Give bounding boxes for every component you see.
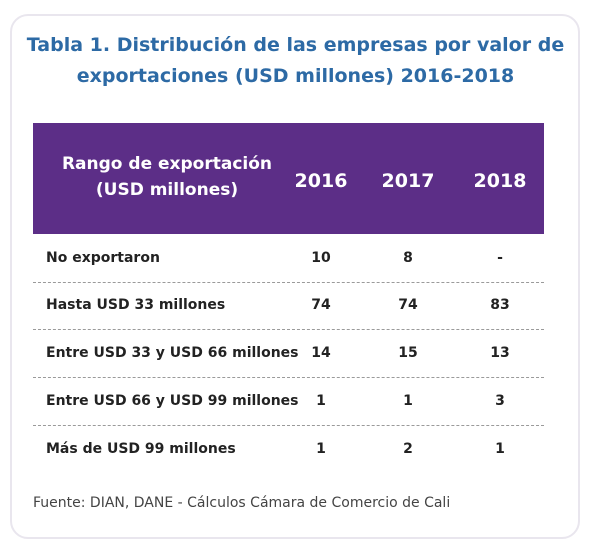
cell-2016: 14: [311, 345, 331, 361]
table-row: Más de USD 99 millones 1 2 1: [33, 427, 544, 474]
table-row: Entre USD 33 y USD 66 millones 14 15 13: [33, 331, 544, 378]
cell-2018: 3: [495, 393, 505, 409]
header-year-2018: 2018: [473, 170, 527, 192]
table-title-line1: Tabla 1. Distribución de las empresas po…: [26, 34, 565, 56]
row-label: Hasta USD 33 millones: [46, 297, 226, 313]
cell-2017: 1: [403, 393, 413, 409]
table-title: Tabla 1. Distribución de las empresas po…: [0, 30, 591, 92]
cell-2018: -: [497, 250, 503, 266]
cell-2016: 1: [316, 393, 326, 409]
cell-2017: 2: [403, 441, 413, 457]
header-range-label: Rango de exportación (USD millones): [47, 151, 287, 203]
row-label: Más de USD 99 millones: [46, 441, 236, 457]
row-label: No exportaron: [46, 250, 160, 266]
table-header: Rango de exportación (USD millones) 2016…: [33, 123, 544, 234]
cell-2016: 1: [316, 441, 326, 457]
table-row: Hasta USD 33 millones 74 74 83: [33, 283, 544, 330]
card-frame: [10, 14, 580, 539]
table-row: No exportaron 10 8 -: [33, 236, 544, 283]
cell-2018: 1: [495, 441, 505, 457]
cell-2016: 74: [311, 297, 331, 313]
cell-2016: 10: [311, 250, 331, 266]
header-range-label-line1: Rango de exportación: [61, 154, 273, 174]
header-year-2017: 2017: [381, 170, 435, 192]
header-range-label-line2: (USD millones): [95, 180, 239, 200]
cell-2017: 15: [398, 345, 418, 361]
cell-2018: 83: [490, 297, 510, 313]
table-title-line2: exportaciones (USD millones) 2016-2018: [76, 65, 515, 87]
cell-2018: 13: [490, 345, 510, 361]
row-label: Entre USD 66 y USD 99 millones: [46, 393, 299, 409]
cell-2017: 74: [398, 297, 418, 313]
cell-2017: 8: [403, 250, 413, 266]
row-label: Entre USD 33 y USD 66 millones: [46, 345, 299, 361]
table-row: Entre USD 66 y USD 99 millones 1 1 3: [33, 379, 544, 426]
header-year-2016: 2016: [294, 170, 348, 192]
source-note: Fuente: DIAN, DANE - Cálculos Cámara de …: [33, 495, 451, 511]
